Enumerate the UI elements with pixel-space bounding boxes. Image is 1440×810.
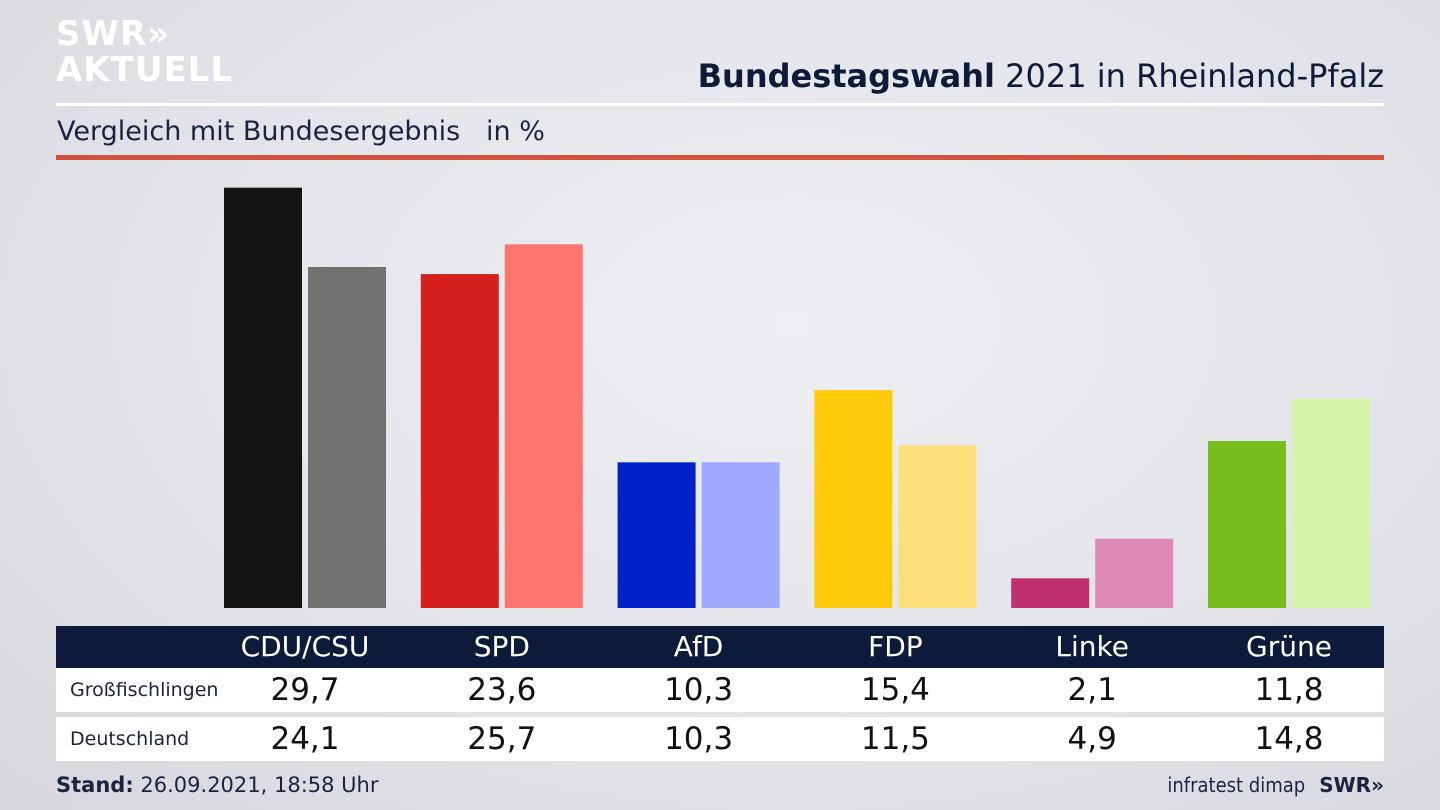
data-label: 29,7 [270, 672, 340, 708]
data-label: 25,7 [467, 721, 537, 757]
table-row: Großfischlingen 29,7 23,6 10,3 15,4 2,1 11,8 [56, 668, 1384, 712]
party-label: Grüne [1246, 630, 1332, 663]
bar-spd-local [420, 274, 499, 608]
party-label: CDU/CSU [240, 630, 370, 663]
data-label: 24,1 [270, 721, 340, 757]
data-label: 2,1 [1067, 672, 1117, 708]
data-label: 11,5 [860, 721, 930, 757]
data-label: 11,8 [1254, 672, 1324, 708]
table-row: Deutschland 24,1 25,7 10,3 11,5 4,9 14,8 [56, 717, 1384, 761]
party-label: Linke [1055, 630, 1129, 663]
bar-linke-national [1095, 538, 1174, 608]
bar-afd-national [701, 462, 780, 608]
bar-cdu-csu-national [308, 267, 386, 608]
logo-line-2: AKTUELL [56, 50, 234, 90]
row-label: Großfischlingen [70, 679, 219, 701]
swr-aktuell-logo: SWR» AKTUELL [56, 16, 233, 88]
title-rest: 2021 in Rheinland-Pfalz [995, 57, 1384, 95]
bar-grüne-local [1208, 441, 1286, 608]
data-label: 4,9 [1067, 721, 1117, 757]
party-label: SPD [473, 630, 530, 663]
accent-rule [56, 155, 1384, 160]
bar-spd-national [504, 244, 583, 609]
bar-fdp-local [814, 390, 893, 608]
title-bold: Bundestagswahl [697, 57, 995, 95]
page-title: Bundestagswahl 2021 in Rheinland-Pfalz [698, 56, 1384, 96]
bar-linke-local [1011, 578, 1090, 608]
bar-afd-local [617, 462, 696, 608]
bar-chart [224, 187, 1370, 609]
data-label: 10,3 [664, 672, 734, 708]
title-divider [56, 103, 1384, 106]
bar-grüne-national [1292, 398, 1370, 608]
party-header-row: CDU/CSU SPD AfD FDP Linke Grüne [56, 626, 1384, 668]
source-credit: infratest dimap SWR» [1167, 770, 1384, 800]
data-label: 23,6 [467, 672, 537, 708]
timestamp: Stand: 26.09.2021, 18:58 Uhr [56, 770, 379, 800]
logo-line-1: SWR» [56, 14, 171, 54]
swr-brand-logo: SWR» [1319, 773, 1384, 797]
chart-subtitle: Vergleich mit Bundesergebnis in % [57, 116, 545, 147]
stand-value: 26.09.2021, 18:58 Uhr [133, 773, 379, 797]
results-table: CDU/CSU SPD AfD FDP Linke Grüne Großfischling… [56, 626, 1384, 761]
stand-label: Stand: [56, 773, 134, 797]
party-label: FDP [868, 630, 923, 663]
party-label: AfD [673, 630, 724, 663]
bar-fdp-national [898, 445, 977, 608]
source-label: infratest dimap [1167, 773, 1306, 797]
row-label: Deutschland [70, 728, 190, 750]
data-label: 14,8 [1254, 721, 1324, 757]
data-label: 10,3 [664, 721, 734, 757]
data-label: 15,4 [860, 672, 930, 708]
bar-cdu-csu-local [224, 187, 302, 608]
